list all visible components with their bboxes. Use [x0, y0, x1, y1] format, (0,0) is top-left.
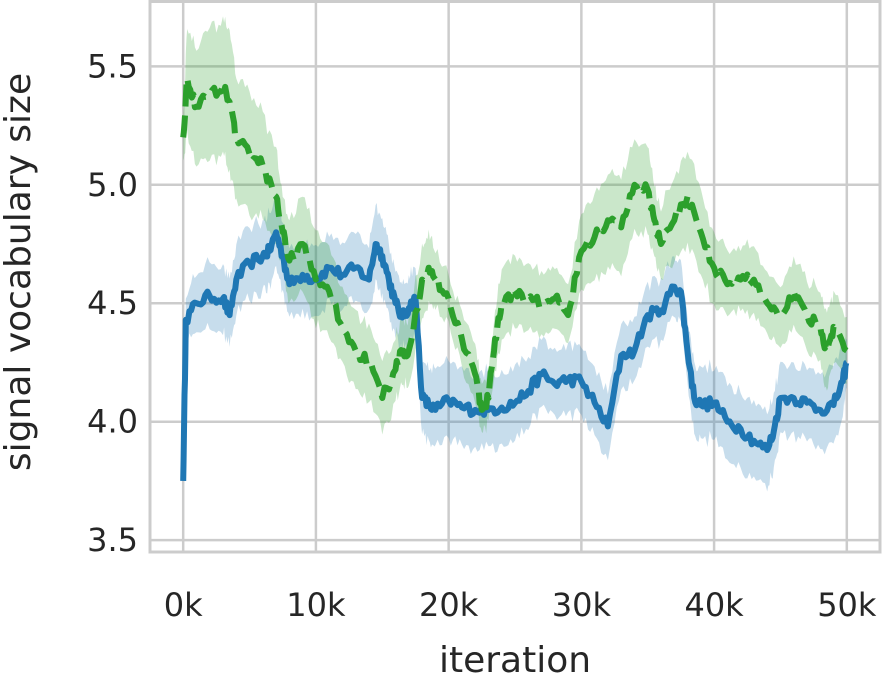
- confidence-band-2: [183, 16, 847, 435]
- x-tick-label: 20k: [419, 586, 479, 624]
- x-tick-label: 50k: [817, 586, 877, 624]
- x-tick-label: 10k: [286, 586, 346, 624]
- plot-frame: [148, 0, 882, 554]
- y-tick-label: 4.5: [87, 284, 138, 322]
- x-tick-label: 40k: [684, 586, 744, 624]
- y-tick-label: 5.5: [87, 47, 138, 85]
- y-tick-label: 3.5: [87, 521, 138, 559]
- x-tick-label: 30k: [552, 586, 612, 624]
- y-tick-labels: 3.5 4.0 4.5 5.0 5.5: [87, 47, 138, 559]
- x-tick-label: 0k: [164, 586, 203, 624]
- y-tick-label: 5.0: [87, 166, 138, 204]
- series-line-2: [180, 75, 849, 413]
- x-axis-label: iteration: [439, 640, 591, 681]
- y-tick-label: 4.0: [87, 403, 138, 441]
- series-lines: [180, 75, 850, 481]
- x-tick-labels: 0k 10k 20k 30k 40k 50k: [164, 586, 877, 624]
- y-axis-label: signal vocabulary size: [0, 73, 39, 471]
